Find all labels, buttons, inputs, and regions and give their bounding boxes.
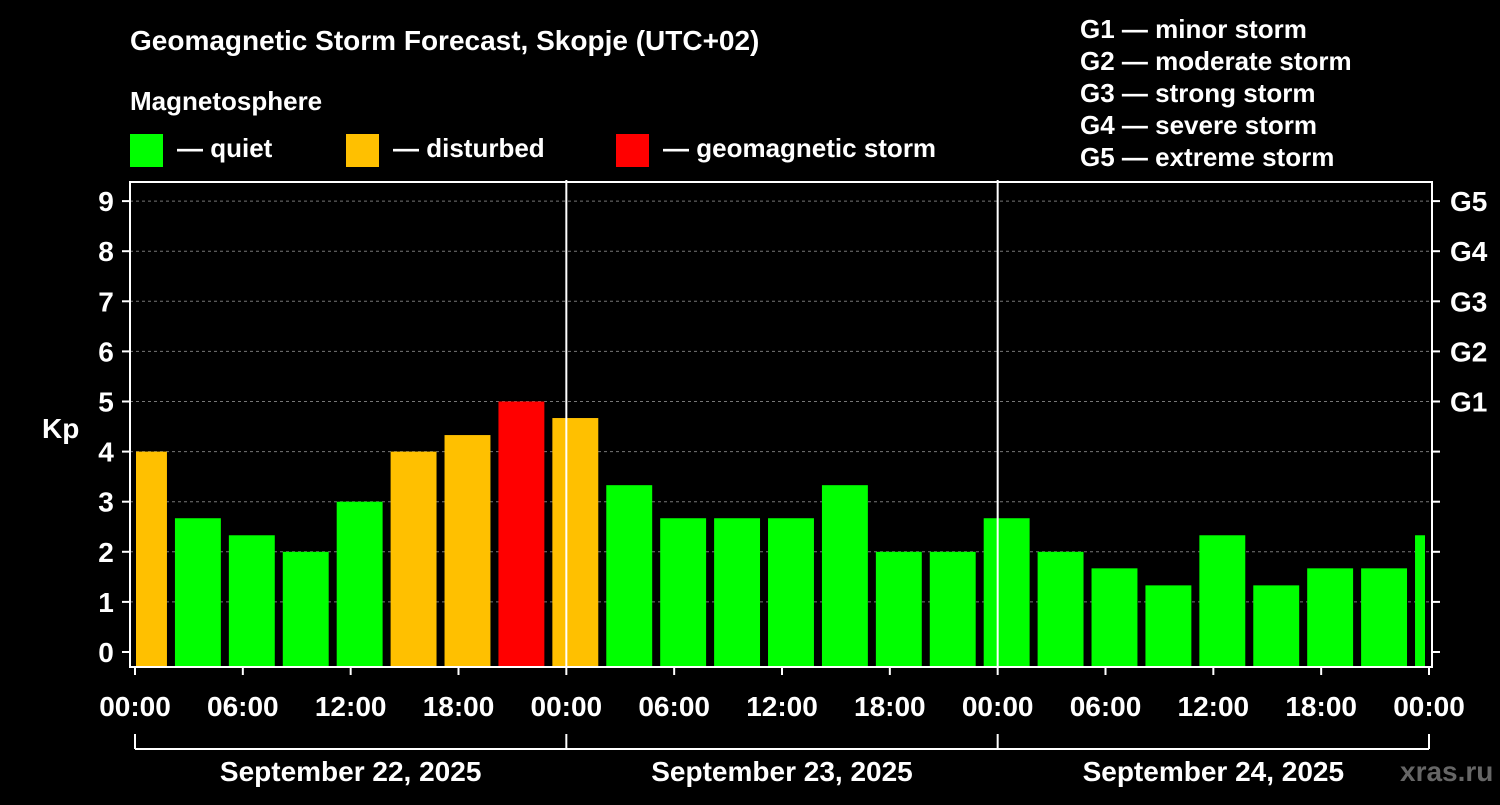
g-scale-label-g1: G1: [1450, 387, 1487, 418]
x-tick-label-4: 00:00: [531, 691, 603, 722]
chart-title: Geomagnetic Storm Forecast, Skopje (UTC+…: [130, 25, 759, 56]
y-tick-label-5: 5: [98, 387, 114, 418]
y-axis-label: Kp: [42, 413, 79, 444]
bar-12: [768, 518, 814, 667]
storm-scale-item-1: G2 — moderate storm: [1080, 46, 1352, 76]
bar-1: [174, 518, 221, 667]
bar-15: [929, 551, 976, 667]
y-tick-label-0: 0: [98, 637, 114, 668]
bar-21: [1253, 585, 1300, 667]
x-tick-label-0: 00:00: [99, 691, 171, 722]
g-scale-label-g3: G3: [1450, 286, 1487, 317]
y-tick-label-2: 2: [98, 537, 114, 568]
x-tick-label-6: 12:00: [746, 691, 818, 722]
bars: [136, 401, 1425, 667]
storm-scale-item-0: G1 — minor storm: [1080, 14, 1307, 44]
y-tick-label-7: 7: [98, 286, 114, 317]
watermark: xras.ru: [1400, 756, 1493, 787]
g-scale-label-g2: G2: [1450, 336, 1487, 367]
legend-label-1: — disturbed: [393, 133, 545, 163]
storm-scale-item-4: G5 — extreme storm: [1080, 142, 1334, 172]
bar-24: [1415, 535, 1425, 667]
day-label-2: September 24, 2025: [1083, 756, 1345, 787]
x-tick-label-5: 06:00: [638, 691, 710, 722]
x-tick-label-8: 00:00: [962, 691, 1034, 722]
storm-scale-item-2: G3 — strong storm: [1080, 78, 1315, 108]
x-tick-label-1: 06:00: [207, 691, 279, 722]
x-tick-label-12: 00:00: [1393, 691, 1465, 722]
legend: — quiet — disturbed — geomagnetic storm: [130, 133, 936, 167]
y-tick-label-6: 6: [98, 336, 114, 367]
bar-2: [228, 535, 275, 667]
bar-13: [821, 485, 868, 667]
bar-0: [136, 451, 167, 667]
legend-title: Magnetosphere: [130, 86, 322, 116]
day-label-1: September 23, 2025: [651, 756, 913, 787]
bar-7: [498, 401, 545, 667]
legend-label-2: — geomagnetic storm: [663, 133, 936, 163]
bar-4: [336, 501, 383, 667]
x-tick-label-9: 06:00: [1070, 691, 1142, 722]
day-label-0: September 22, 2025: [220, 756, 482, 787]
y-tick-label-3: 3: [98, 487, 114, 518]
legend-swatch-1: [346, 134, 379, 167]
bar-3: [282, 551, 329, 667]
y-tick-label-4: 4: [98, 437, 114, 468]
axes: 0 1 2 3 4 5 6 7 8 9 G1 G2 G3 G4 G5 00:00 06:00 12:00 18:00…: [98, 180, 1488, 787]
bar-8: [552, 418, 599, 667]
g-scale-label-g5: G5: [1450, 186, 1487, 217]
x-tick-label-10: 12:00: [1178, 691, 1250, 722]
y-tick-label-8: 8: [98, 236, 114, 267]
y-tick-label-1: 1: [98, 587, 114, 618]
x-tick-label-2: 12:00: [315, 691, 387, 722]
bar-11: [714, 518, 761, 667]
bar-22: [1307, 568, 1354, 667]
legend-swatch-2: [616, 134, 649, 167]
bar-6: [444, 435, 491, 667]
bar-19: [1145, 585, 1192, 667]
bar-23: [1361, 568, 1408, 667]
bar-14: [875, 551, 922, 667]
bar-5: [390, 451, 437, 667]
bar-20: [1199, 535, 1246, 667]
bar-18: [1091, 568, 1138, 667]
legend-label-0: — quiet: [177, 133, 273, 163]
x-tick-label-3: 18:00: [423, 691, 495, 722]
bar-9: [606, 485, 653, 667]
x-tick-label-11: 18:00: [1285, 691, 1357, 722]
bar-16: [983, 518, 1030, 667]
bar-10: [660, 518, 707, 667]
y-tick-label-9: 9: [98, 186, 114, 217]
x-tick-label-7: 18:00: [854, 691, 926, 722]
bar-17: [1037, 551, 1084, 667]
storm-scale-item-3: G4 — severe storm: [1080, 110, 1317, 140]
g-scale-label-g4: G4: [1450, 236, 1488, 267]
legend-swatch-0: [130, 134, 163, 167]
